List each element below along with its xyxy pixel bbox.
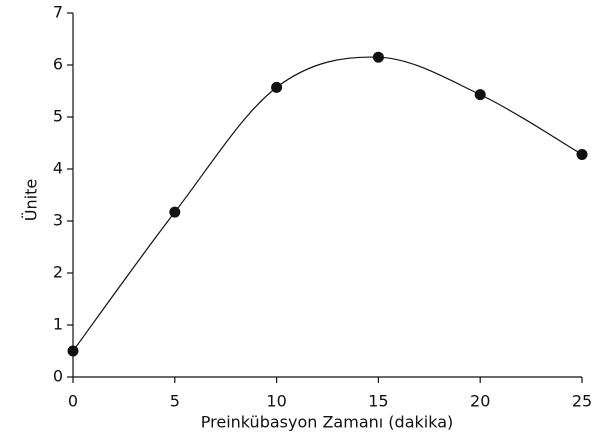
x-tick-label: 20: [470, 392, 490, 411]
y-tick-label: 0: [53, 367, 63, 386]
marker: [169, 206, 181, 218]
marker: [372, 51, 384, 63]
x-axis-title: Preinkübasyon Zamanı (dakika): [201, 413, 454, 432]
x-tick-label: 25: [572, 392, 592, 411]
y-tick-label: 1: [53, 315, 63, 334]
y-tick-label: 2: [53, 263, 63, 282]
line: [72, 56, 583, 352]
marker: [67, 345, 79, 357]
y-tick-label: 3: [53, 211, 63, 230]
marker: [576, 148, 588, 160]
y-axis-title: Ünite: [22, 179, 41, 221]
x-tick-label: 0: [68, 392, 78, 411]
y-tick-label: 7: [53, 3, 63, 22]
x-tick-label: 15: [368, 392, 388, 411]
x-tick-label: 5: [170, 392, 180, 411]
y-tick-label: 4: [53, 159, 63, 178]
marker: [474, 89, 486, 101]
y-tick-label: 5: [53, 107, 63, 126]
marker: [271, 81, 283, 93]
y-tick-label: 6: [53, 55, 63, 74]
x-tick-label: 10: [266, 392, 286, 411]
